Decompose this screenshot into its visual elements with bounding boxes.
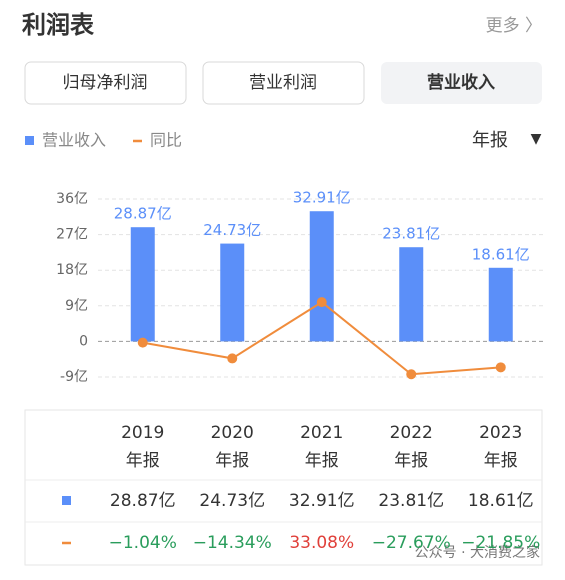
bar-value-label: 28.87亿 (114, 205, 172, 223)
bar (130, 227, 155, 342)
tab-label: 营业利润 (249, 73, 317, 93)
table-period: 年报 (305, 451, 339, 471)
bar-value-label: 32.91亿 (293, 189, 351, 207)
tab-button[interactable] (24, 61, 187, 105)
table-period: 年报 (126, 451, 160, 471)
table-legend-swatch (62, 496, 71, 505)
table-line-value: −1.04% (109, 533, 177, 553)
y-tick-label: 18亿 (56, 262, 88, 278)
dropdown-arrow[interactable]: ▼ (531, 131, 542, 147)
bar (399, 247, 424, 342)
line-point (406, 369, 417, 380)
tab-button[interactable] (381, 62, 542, 104)
table-year: 2019 (121, 423, 164, 443)
line-point (316, 297, 327, 308)
tab-label: 归母净利润 (63, 73, 148, 93)
tab-button[interactable] (202, 61, 365, 105)
tab-label: 营业收入 (427, 72, 495, 93)
table-period: 年报 (484, 451, 518, 471)
y-tick-label: 36亿 (56, 191, 88, 207)
bar (488, 267, 513, 342)
table-year: 2020 (211, 423, 254, 443)
table-period: 年报 (394, 451, 428, 471)
line-point (227, 353, 238, 364)
bar (309, 211, 334, 342)
table-year: 2022 (390, 423, 433, 443)
y-tick-label: 0 (79, 333, 88, 349)
table-bar-value: 24.73亿 (199, 491, 265, 511)
bar-value-label: 23.81亿 (382, 225, 440, 243)
y-tick-label: 9亿 (65, 298, 88, 314)
table-bar-value: 32.91亿 (289, 491, 355, 511)
y-tick-label: -9亿 (60, 369, 88, 385)
bar-value-label: 24.73亿 (203, 221, 261, 239)
bar (220, 243, 245, 342)
title: 利润表 (22, 11, 95, 39)
bar-value-label: 18.61亿 (472, 245, 530, 263)
more-link[interactable]: 更多 〉 (486, 16, 542, 36)
table-line-value: −21.85% (461, 533, 540, 553)
table-frame (24, 409, 543, 566)
period-select[interactable]: 年报 (472, 130, 508, 151)
legend-label: 同比 (150, 131, 182, 150)
table-bar-value: 18.61亿 (468, 491, 534, 511)
legend-swatch (25, 136, 34, 145)
table-bar-value: 23.81亿 (378, 491, 444, 511)
table-line-value: 33.08% (289, 533, 354, 553)
table-year: 2021 (300, 423, 343, 443)
table-year: 2023 (479, 423, 522, 443)
watermark: 公众号 · 大消费之家 (415, 544, 540, 561)
table-period: 年报 (215, 451, 249, 471)
y-tick-label: 27亿 (56, 227, 88, 243)
legend-label: 营业收入 (42, 131, 106, 150)
line-point (137, 337, 148, 348)
table-line-value: −14.34% (193, 533, 272, 553)
table-bar-value: 28.87亿 (110, 491, 176, 511)
table-line-value: −27.67% (372, 533, 451, 553)
line-point (495, 362, 506, 373)
